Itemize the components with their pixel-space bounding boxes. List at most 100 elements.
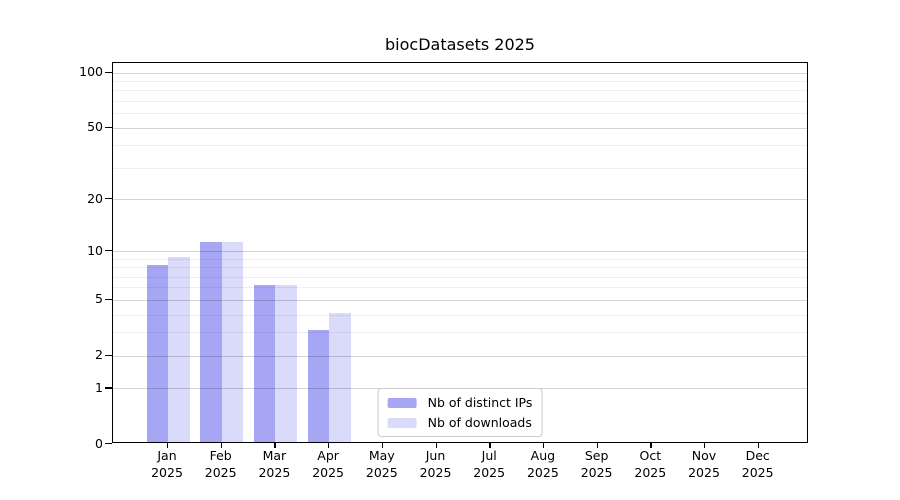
y-tick-mark-20 [105, 198, 112, 200]
x-tick-label-apr: Apr 2025 [296, 447, 360, 481]
month-name: Nov [691, 448, 717, 463]
x-tick-mark-may [381, 443, 384, 448]
y-tick-label-1: 1 [95, 379, 103, 395]
gridline-minor-30 [113, 167, 807, 169]
x-tick-label-dec: Dec 2025 [726, 447, 790, 481]
month-year: 2025 [688, 465, 720, 480]
bar-distinct-ips-apr [307, 330, 330, 442]
x-tick-mark-oct [650, 443, 652, 448]
month-name: Feb [209, 448, 232, 463]
month-year: 2025 [258, 465, 291, 480]
gridline-minor-4 [113, 314, 807, 316]
x-tick-label-may: May 2025 [350, 447, 414, 481]
x-tick-mark-jan [167, 443, 169, 448]
month-year: 2025 [634, 465, 667, 480]
chart-title: biocDatasets 2025 [385, 35, 535, 54]
legend: Nb of distinct IPs Nb of downloads [377, 388, 543, 437]
y-tick-mark-100 [105, 71, 112, 74]
bar-downloads-mar [275, 285, 297, 442]
bar-downloads-apr [329, 312, 351, 442]
y-tick-mark-10 [105, 250, 112, 252]
gridline-minor-8 [113, 267, 807, 269]
gridline-minor-70 [113, 101, 807, 103]
y-tick-mark-1 [105, 387, 112, 389]
gridline-minor-7 [113, 276, 807, 278]
gridline-major-5 [113, 299, 807, 301]
y-tick-label-0: 0 [95, 435, 103, 451]
y-tick-label-20: 20 [87, 190, 103, 206]
legend-label: Nb of distinct IPs [427, 395, 533, 410]
gridline-minor-40 [113, 145, 807, 147]
x-tick-mark-dec [757, 443, 760, 448]
x-tick-mark-aug [542, 443, 545, 448]
x-tick-label-feb: Feb 2025 [189, 447, 253, 481]
legend-swatch-distinct-ips [387, 397, 417, 408]
gridline-minor-60 [113, 113, 807, 115]
month-year: 2025 [151, 465, 183, 480]
x-tick-mark-jun [435, 443, 437, 448]
y-tick-label-10: 10 [87, 242, 103, 258]
legend-row-0: Nb of distinct IPs [387, 395, 533, 410]
gridline-minor-3 [113, 332, 807, 334]
gridline-minor-90 [113, 81, 807, 83]
x-tick-label-jul: Jul 2025 [457, 447, 521, 481]
month-year: 2025 [312, 465, 344, 480]
y-tick-mark-2 [105, 354, 112, 356]
x-tick-mark-sep [596, 443, 598, 448]
bar-downloads-jan [168, 256, 190, 442]
legend-row-1: Nb of downloads [387, 415, 533, 430]
x-tick-mark-feb [220, 443, 223, 448]
gridline-major-10 [113, 251, 807, 253]
gridline-minor-6 [113, 287, 807, 289]
x-tick-mark-jul [489, 443, 491, 448]
gridline-major-2 [113, 355, 807, 357]
gridline-major-100 [113, 72, 807, 74]
month-name: Jan [157, 448, 177, 463]
plot-area: Nb of distinct IPs Nb of downloads [112, 62, 808, 443]
y-tick-label-2: 2 [95, 347, 103, 363]
month-name: Oct [639, 448, 662, 463]
x-tick-label-sep: Sep 2025 [565, 447, 629, 481]
bar-downloads-feb [221, 242, 244, 442]
bar-distinct-ips-jan [146, 265, 168, 442]
y-tick-mark-5 [105, 298, 112, 301]
gridline-major-50 [113, 127, 807, 129]
y-tick-mark-50 [105, 126, 112, 129]
gridline-major-20 [113, 199, 807, 201]
bar-distinct-ips-feb [200, 242, 222, 442]
month-name: Apr [317, 448, 339, 463]
month-name: Jul [481, 448, 497, 463]
month-name: Dec [745, 448, 770, 463]
x-tick-label-oct: Oct 2025 [618, 447, 682, 481]
gridline-minor-9 [113, 258, 807, 260]
y-tick-label-5: 5 [95, 291, 103, 307]
x-tick-label-mar: Mar 2025 [242, 447, 306, 481]
bar-distinct-ips-mar [253, 285, 276, 442]
month-name: Mar [262, 448, 287, 463]
y-tick-label-100: 100 [79, 64, 103, 80]
month-name: Jun [425, 448, 446, 463]
x-tick-label-nov: Nov 2025 [672, 447, 736, 481]
y-tick-mark-0 [105, 443, 112, 445]
legend-swatch-downloads [387, 417, 417, 428]
gridline-minor-80 [113, 90, 807, 92]
month-year: 2025 [526, 465, 559, 480]
x-tick-mark-mar [274, 443, 276, 448]
x-tick-mark-nov [704, 443, 706, 448]
month-year: 2025 [580, 465, 613, 480]
y-tick-label-50: 50 [87, 119, 103, 135]
month-year: 2025 [419, 465, 452, 480]
month-year: 2025 [365, 465, 398, 480]
x-tick-mark-apr [328, 443, 330, 448]
month-name: May [368, 448, 395, 463]
month-name: Sep [584, 448, 609, 463]
legend-label: Nb of downloads [427, 415, 532, 430]
x-tick-label-jan: Jan 2025 [135, 447, 199, 481]
x-tick-label-jun: Jun 2025 [404, 447, 468, 481]
month-year: 2025 [204, 465, 237, 480]
x-tick-label-aug: Aug 2025 [511, 447, 575, 481]
month-year: 2025 [741, 465, 774, 480]
month-year: 2025 [473, 465, 506, 480]
month-name: Aug [530, 448, 556, 463]
